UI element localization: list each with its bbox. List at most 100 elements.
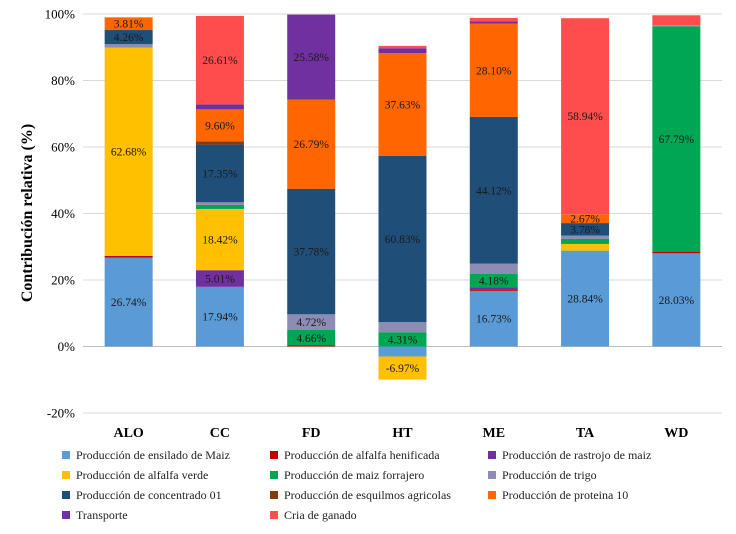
bar-segment xyxy=(469,287,518,290)
bar-segment xyxy=(469,116,518,264)
bar-segment xyxy=(195,104,244,110)
legend-item: Cria de ganado xyxy=(284,508,357,522)
x-axis-labels: ALO CC FD HT ME TA WD xyxy=(113,426,688,441)
data-label: 25.58% xyxy=(293,52,329,64)
data-label: 4.31% xyxy=(388,334,418,346)
bar-segment xyxy=(652,251,701,254)
y-tick-label: 0% xyxy=(58,339,76,354)
x-tick-label: ALO xyxy=(113,426,143,441)
bar-segment xyxy=(561,235,610,239)
data-label: 4.26% xyxy=(114,32,144,44)
y-tick-label: -20% xyxy=(47,406,75,421)
bar-segment xyxy=(561,250,610,347)
bar-segment xyxy=(378,53,427,156)
data-label: 37.63% xyxy=(385,100,421,112)
data-label: 26.79% xyxy=(293,139,329,151)
bar-segment xyxy=(195,141,244,145)
data-label: 28.84% xyxy=(567,294,603,306)
bar-segment xyxy=(287,14,336,100)
bar-segment xyxy=(104,257,153,347)
legend-swatch xyxy=(488,451,496,459)
legend-item: Producción de alfalfa verde xyxy=(76,468,208,482)
legend-item: Producción de rastrojo de maiz xyxy=(502,448,651,462)
y-axis-label: Contribución relativa (%) xyxy=(19,124,36,302)
legend-swatch xyxy=(270,451,278,459)
legend-item: Producción de proteina 10 xyxy=(502,488,628,502)
bar-segment xyxy=(378,356,427,380)
bar-segment xyxy=(469,21,518,24)
data-label: 28.10% xyxy=(476,65,512,77)
bar-segment xyxy=(287,330,336,346)
data-label: 62.68% xyxy=(111,147,147,159)
bar-segment xyxy=(287,345,336,347)
bar-segment xyxy=(561,214,610,224)
data-label: -6.97% xyxy=(386,363,420,375)
data-label: 17.35% xyxy=(202,168,238,180)
x-tick-label: TA xyxy=(576,426,595,441)
data-label: 28.03% xyxy=(659,295,695,307)
bar-segment xyxy=(469,290,518,347)
legend-swatch xyxy=(62,511,70,519)
legend-item: Producción de trigo xyxy=(502,468,597,482)
bar-segment xyxy=(195,109,244,142)
bar-segment xyxy=(195,15,244,105)
data-label: 26.61% xyxy=(202,55,238,67)
legend-swatch xyxy=(270,511,278,519)
x-tick-label: CC xyxy=(210,426,230,441)
legend-swatch xyxy=(488,471,496,479)
data-label: 3.78% xyxy=(570,224,600,236)
x-tick-label: WD xyxy=(664,426,688,441)
bar-segment xyxy=(104,47,153,256)
legend-item: Producción de ensilado de Maiz xyxy=(76,448,230,462)
data-label: 4.18% xyxy=(479,276,509,288)
data-label: 60.83% xyxy=(385,234,421,246)
bars xyxy=(104,14,701,380)
bar-segment xyxy=(378,346,427,357)
legend-item: Producción de maiz forrajero xyxy=(284,468,424,482)
data-label: 44.12% xyxy=(476,185,512,197)
legend-item: Producción de esquilmos agricolas xyxy=(284,488,451,502)
data-label: 9.60% xyxy=(205,120,235,132)
x-tick-label: ME xyxy=(483,426,506,441)
data-label: 58.94% xyxy=(567,111,603,123)
x-tick-label: HT xyxy=(392,426,413,441)
data-label: 26.74% xyxy=(111,297,147,309)
bar-segment xyxy=(561,223,610,236)
bar-segment xyxy=(287,314,336,331)
bar-segment xyxy=(561,238,610,244)
legend-item: Producción de concentrado 01 xyxy=(76,488,222,502)
bar-segment xyxy=(195,208,244,271)
bar-segment xyxy=(561,243,610,251)
bar-segment xyxy=(652,26,701,252)
legend-swatch xyxy=(62,471,70,479)
bar-segment xyxy=(195,144,244,203)
bar-segment xyxy=(652,15,701,26)
bar-segment xyxy=(469,273,518,288)
y-tick-label: 80% xyxy=(51,73,75,88)
data-label: 4.72% xyxy=(296,317,326,329)
bar-segment xyxy=(469,17,518,22)
bar-segment xyxy=(104,44,153,48)
x-tick-label: FD xyxy=(302,426,321,441)
y-tick-label: 60% xyxy=(51,140,75,155)
data-labels: 26.74% 62.68% 4.26%3.81% 17.94% 5.01% 18.42% 1… xyxy=(111,19,695,375)
bar-segment xyxy=(104,30,153,45)
bar-segment xyxy=(195,204,244,209)
bar-segment xyxy=(378,48,427,54)
bar-segment xyxy=(195,202,244,205)
bar-segment xyxy=(469,289,518,291)
bar-segment xyxy=(469,23,518,117)
bar-segment xyxy=(378,45,427,49)
data-label: 17.94% xyxy=(202,312,238,324)
y-tick-label: 100% xyxy=(45,7,76,22)
bar-segment xyxy=(652,25,701,27)
legend-swatch xyxy=(62,491,70,499)
data-label: 37.78% xyxy=(293,247,329,259)
bar-segment xyxy=(561,18,610,215)
y-tick-label: 20% xyxy=(51,273,75,288)
data-label: 2.67% xyxy=(570,214,600,226)
bar-segment xyxy=(195,270,244,287)
data-label: 18.42% xyxy=(202,235,238,247)
legend-item: Transporte xyxy=(76,508,128,522)
